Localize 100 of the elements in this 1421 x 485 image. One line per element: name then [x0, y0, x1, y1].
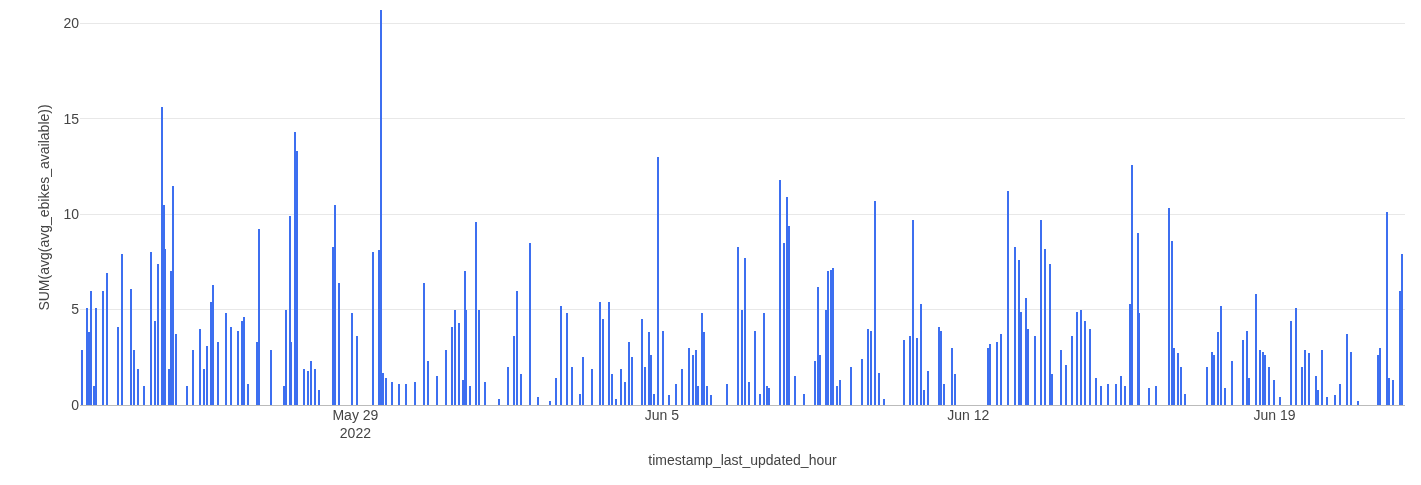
bar — [744, 258, 746, 405]
bar — [1014, 247, 1016, 405]
bar — [726, 384, 728, 405]
bar — [668, 395, 670, 405]
x-tick-label: Jun 5 — [644, 407, 680, 423]
y-tick-label: 0 — [71, 396, 80, 413]
y-tick-label: 15 — [63, 110, 80, 127]
bar — [1242, 340, 1244, 405]
bar — [81, 350, 83, 405]
bar — [537, 397, 539, 405]
bar — [710, 395, 712, 405]
bar — [903, 340, 905, 405]
bar — [657, 157, 659, 405]
bar — [230, 327, 232, 405]
bar — [1213, 355, 1215, 405]
bar — [398, 384, 400, 405]
bar — [106, 273, 108, 405]
bar — [951, 348, 953, 405]
bar — [688, 348, 690, 405]
bar — [827, 271, 829, 405]
bar — [1304, 350, 1306, 405]
bar — [436, 376, 438, 405]
bar — [582, 357, 584, 405]
bar — [1401, 254, 1403, 405]
bar — [212, 285, 214, 405]
bar — [1315, 376, 1317, 405]
bar — [199, 329, 201, 405]
bar — [803, 394, 805, 405]
bar — [748, 382, 750, 405]
bar — [786, 197, 788, 405]
bar — [1025, 298, 1027, 405]
bar — [258, 229, 260, 405]
bar — [458, 323, 460, 405]
bar — [161, 107, 163, 405]
y-tick-label: 20 — [63, 15, 80, 32]
bar — [529, 243, 531, 405]
bar — [243, 317, 245, 405]
bar — [1018, 260, 1020, 405]
bar — [701, 313, 703, 405]
bar — [1326, 397, 1328, 405]
bar — [1084, 321, 1086, 405]
bar — [883, 399, 885, 405]
bar — [1120, 376, 1122, 405]
bar — [498, 399, 500, 405]
bar — [1065, 365, 1067, 405]
bar — [927, 371, 929, 405]
bar — [920, 304, 922, 405]
bar — [1095, 378, 1097, 405]
bar — [192, 350, 194, 405]
bar — [912, 220, 914, 405]
bar — [1177, 353, 1179, 405]
bar — [1115, 384, 1117, 405]
x-tick-label: Jun 12 — [947, 407, 990, 423]
bar — [566, 313, 568, 405]
bar — [391, 382, 393, 405]
bar — [372, 252, 374, 405]
bar — [996, 342, 998, 405]
bar — [1044, 249, 1046, 405]
bar — [405, 384, 407, 405]
bar — [1184, 394, 1186, 405]
bar — [754, 331, 756, 405]
bar — [870, 331, 872, 405]
bar — [484, 382, 486, 405]
bar — [294, 132, 296, 405]
bar — [90, 291, 92, 405]
bar — [861, 359, 863, 405]
bar — [338, 283, 340, 405]
bar — [310, 361, 312, 405]
bar — [599, 302, 601, 405]
bar — [1131, 165, 1133, 405]
bar — [1124, 386, 1126, 405]
bar — [560, 306, 562, 405]
bar — [628, 342, 630, 405]
bar — [641, 319, 643, 405]
bar — [520, 374, 522, 405]
bar — [318, 390, 320, 405]
bar — [1339, 384, 1341, 405]
bar — [850, 367, 852, 405]
bar — [351, 313, 353, 405]
bar — [206, 346, 208, 405]
bar — [987, 348, 989, 405]
bar — [1076, 312, 1078, 405]
bar — [1259, 350, 1261, 405]
x-tick-label: May 29 2022 — [332, 407, 379, 442]
bar — [423, 283, 425, 405]
bar — [414, 382, 416, 405]
bar — [1224, 388, 1226, 405]
bar — [1386, 212, 1388, 405]
bar — [662, 331, 664, 405]
bar — [938, 327, 940, 405]
bar — [95, 308, 97, 405]
bar — [237, 331, 239, 405]
bar — [1211, 352, 1213, 405]
bar — [454, 310, 456, 405]
bar — [878, 373, 880, 405]
bar — [1357, 401, 1359, 405]
bar — [591, 369, 593, 405]
bar — [763, 313, 765, 405]
bar — [1231, 361, 1233, 405]
bar — [1155, 386, 1157, 405]
